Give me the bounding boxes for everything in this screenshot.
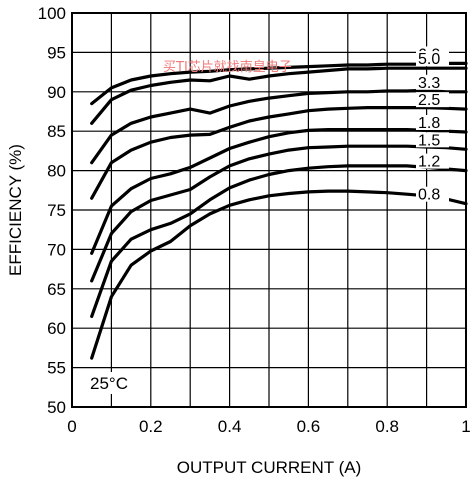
y-tick-label: 90	[47, 83, 66, 102]
series-label-background	[416, 153, 449, 169]
x-tick-label: 0.6	[297, 417, 321, 436]
series-label-background	[416, 92, 449, 108]
x-tick-label: 0.4	[218, 417, 242, 436]
y-tick-label: 55	[47, 359, 66, 378]
y-axis-title: EFFICIENCY (%)	[6, 144, 25, 276]
series-label-background	[416, 51, 449, 67]
y-tick-label: 60	[47, 319, 66, 338]
series-label-background	[416, 186, 449, 202]
grid-lines	[72, 13, 466, 407]
x-tick-label: 1	[461, 417, 470, 436]
series-label-background	[416, 74, 449, 90]
y-tick-label: 75	[47, 201, 66, 220]
series-label-3-3: 3.3	[418, 75, 440, 92]
series-label-0-8: 0.8	[418, 187, 440, 204]
y-tick-labels: 50 55 60 65 70 75 80 85 90 95 100	[38, 4, 66, 417]
series-line-1-5	[90, 144, 468, 283]
x-axis-title: OUTPUT CURRENT (A)	[177, 458, 362, 477]
series-line-0-8	[90, 189, 468, 360]
series-label-2-5: 2.5	[418, 92, 440, 109]
series-line-3-3	[90, 88, 468, 165]
y-tick-label: 70	[47, 240, 66, 259]
y-tick-label: 80	[47, 162, 66, 181]
y-tick-label: 65	[47, 280, 66, 299]
series-label-background	[416, 114, 449, 130]
x-tick-label: 0.2	[139, 417, 163, 436]
x-tick-label: 0.8	[375, 417, 399, 436]
watermark-text: 买TI芯片就找南皇电子	[163, 59, 292, 75]
series-line-2-5	[90, 105, 468, 200]
annotation-background	[84, 372, 144, 394]
series-line-1-8	[90, 128, 468, 255]
x-tick-labels: 0 0.2 0.4 0.6 0.8 1	[67, 417, 470, 436]
series-label-5-0: 5.0	[418, 51, 440, 68]
x-tick-label: 0	[67, 417, 76, 436]
y-tick-label: 95	[47, 43, 66, 62]
series-label-1-8: 1.8	[418, 115, 440, 132]
series-line-1-2	[90, 164, 468, 318]
temperature-annotation: 25°C	[90, 374, 128, 393]
series-label-background	[416, 132, 449, 148]
y-tick-label: 85	[47, 122, 66, 141]
series-label-1-5: 1.5	[418, 132, 440, 149]
series-line-6-0	[90, 61, 468, 106]
y-tick-label: 50	[47, 398, 66, 417]
series-labels: 6.05.03.32.51.81.51.20.8	[416, 46, 449, 204]
plot-frame	[71, 12, 467, 408]
series-label-1-2: 1.2	[418, 154, 440, 171]
series-lines	[90, 61, 468, 360]
y-tick-label: 100	[38, 4, 66, 23]
series-line-5-0	[90, 66, 468, 125]
